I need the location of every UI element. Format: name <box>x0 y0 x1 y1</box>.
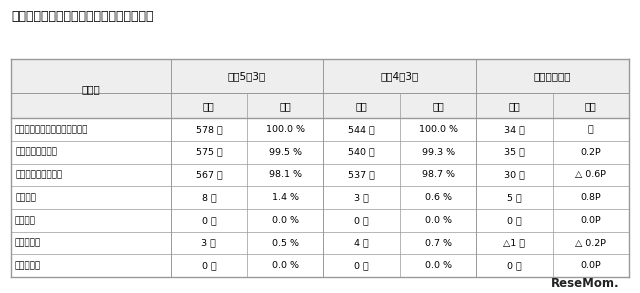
Text: その他の者: その他の者 <box>14 239 40 248</box>
Text: 3 人: 3 人 <box>202 239 216 248</box>
Text: 540 人: 540 人 <box>348 148 375 157</box>
Text: 98.7 %: 98.7 % <box>422 171 454 179</box>
Text: 8 人: 8 人 <box>202 193 216 202</box>
Text: 不詳・死亡: 不詳・死亡 <box>14 261 40 270</box>
Text: 対前年度増減: 対前年度増減 <box>534 71 572 81</box>
Text: 0 人: 0 人 <box>355 261 369 270</box>
Text: 0 人: 0 人 <box>507 261 522 270</box>
Text: 特別支援学校高等部: 特別支援学校高等部 <box>16 171 63 179</box>
Text: 人数: 人数 <box>203 101 215 111</box>
Text: 割合: 割合 <box>585 101 596 111</box>
Text: 特別支援学校中学部卒業者総数: 特別支援学校中学部卒業者総数 <box>14 125 88 134</box>
Text: 34 人: 34 人 <box>504 125 525 134</box>
Text: 1.4 %: 1.4 % <box>272 193 299 202</box>
Text: 578 人: 578 人 <box>195 125 222 134</box>
Text: 0 人: 0 人 <box>202 216 216 225</box>
Text: 0.0 %: 0.0 % <box>272 216 299 225</box>
Text: 人数: 人数 <box>356 101 367 111</box>
Text: 99.3 %: 99.3 % <box>422 148 454 157</box>
Text: 567 人: 567 人 <box>195 171 222 179</box>
Text: 0 人: 0 人 <box>507 216 522 225</box>
Text: 5 人: 5 人 <box>507 193 522 202</box>
Text: 0.0P: 0.0P <box>580 261 601 270</box>
Text: 令和5年3月: 令和5年3月 <box>228 71 266 81</box>
Text: 人数: 人数 <box>509 101 520 111</box>
Text: 0.5 %: 0.5 % <box>272 239 299 248</box>
Text: 98.1 %: 98.1 % <box>269 171 302 179</box>
Text: 35 人: 35 人 <box>504 148 525 157</box>
Text: 0 人: 0 人 <box>202 261 216 270</box>
Text: 0.2P: 0.2P <box>580 148 601 157</box>
Text: 0.8P: 0.8P <box>580 193 601 202</box>
Text: 令和4年3月: 令和4年3月 <box>381 71 419 81</box>
Text: 100.0 %: 100.0 % <box>266 125 305 134</box>
Text: 【特別支援学校中学部卒業者の進路状況】: 【特別支援学校中学部卒業者の進路状況】 <box>11 10 154 23</box>
Text: 割合: 割合 <box>432 101 444 111</box>
Text: 4 人: 4 人 <box>355 239 369 248</box>
Text: 0.0P: 0.0P <box>580 216 601 225</box>
Text: 99.5 %: 99.5 % <box>269 148 302 157</box>
Text: 3 人: 3 人 <box>354 193 369 202</box>
Text: 544 人: 544 人 <box>348 125 375 134</box>
Text: △ 0.6P: △ 0.6P <box>575 171 606 179</box>
Text: △ 0.2P: △ 0.2P <box>575 239 606 248</box>
Text: 区　分: 区 分 <box>81 84 100 94</box>
Text: 割合: 割合 <box>280 101 291 111</box>
Text: 0.0 %: 0.0 % <box>424 261 452 270</box>
Text: ReseMom.: ReseMom. <box>551 277 620 290</box>
Text: 0.0 %: 0.0 % <box>272 261 299 270</box>
Text: 575 人: 575 人 <box>195 148 222 157</box>
Text: 0.0 %: 0.0 % <box>424 216 452 225</box>
Text: 30 人: 30 人 <box>504 171 525 179</box>
Text: －: － <box>588 125 594 134</box>
Text: 高等学校: 高等学校 <box>16 193 37 202</box>
Text: 0.7 %: 0.7 % <box>424 239 452 248</box>
Text: 0 人: 0 人 <box>355 216 369 225</box>
Text: 就職者等: 就職者等 <box>14 216 35 225</box>
Text: 100.0 %: 100.0 % <box>419 125 458 134</box>
Text: 高等学校等進学者: 高等学校等進学者 <box>16 148 58 157</box>
Text: △1 人: △1 人 <box>504 239 525 248</box>
Text: 0.6 %: 0.6 % <box>424 193 452 202</box>
Text: 537 人: 537 人 <box>348 171 375 179</box>
